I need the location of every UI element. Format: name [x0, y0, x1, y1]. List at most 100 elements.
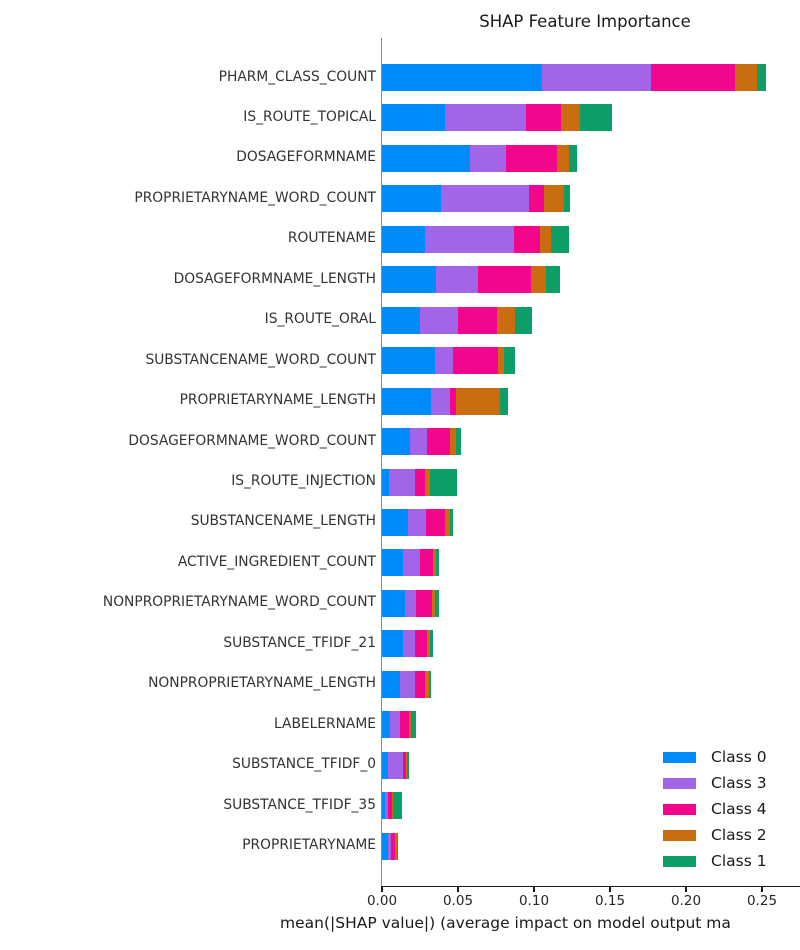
bar-segment-class-2 [561, 104, 580, 132]
bar-segment-class-3 [419, 306, 458, 334]
bar-segment-class-1 [397, 832, 399, 860]
legend-entry: Class 0 [663, 744, 767, 770]
bar-segment-class-4 [651, 64, 735, 91]
bar-segment-class-0 [382, 185, 442, 213]
bar-segment-class-2 [497, 347, 504, 375]
bar-segment-class-2 [395, 832, 398, 860]
bar-segment-class-2 [406, 751, 407, 779]
bar-segment-class-1 [550, 225, 570, 253]
bar-segment-class-3 [541, 64, 652, 91]
legend-label: Class 0 [711, 748, 767, 766]
bar-segment-class-1 [436, 549, 440, 577]
bar-segment-class-0 [382, 428, 411, 456]
bar-segment-class-3 [387, 751, 403, 779]
category-label: NONPROPRIETARYNAME_WORD_COUNT [102, 594, 376, 611]
legend-swatch [663, 829, 696, 841]
bar-segment-class-2 [424, 670, 429, 698]
category-label: PHARM_CLASS_COUNT [218, 68, 376, 85]
stacked-bar [382, 670, 431, 698]
x-tick [381, 887, 383, 892]
bar-segment-class-2 [543, 185, 565, 213]
legend-label: Class 4 [711, 800, 767, 818]
bar-segment-class-4 [452, 347, 498, 375]
bar-segment-class-0 [382, 104, 446, 132]
stacked-bar [382, 347, 516, 375]
x-axis-line [381, 886, 800, 888]
bar-segment-class-4 [390, 832, 396, 860]
legend-label: Class 1 [711, 852, 767, 870]
category-label: SUBSTANCE_TFIDF_21 [223, 634, 376, 651]
bar-segment-class-0 [382, 589, 405, 617]
chart-title: SHAP Feature Importance [479, 12, 691, 31]
bar-segment-class-2 [409, 711, 411, 739]
category-label: ROUTENAME [287, 230, 376, 247]
x-tick-label: 0.00 [366, 893, 398, 909]
bar-segment-class-2 [426, 630, 430, 658]
x-tick-label: 0.15 [594, 893, 626, 909]
stacked-bar [382, 185, 570, 213]
stacked-bar [382, 468, 457, 496]
bar-segment-class-1 [411, 711, 417, 739]
stacked-bar [382, 225, 570, 253]
bar-segment-class-4 [419, 549, 433, 577]
bar-segment-class-0 [382, 630, 403, 658]
bar-segment-class-2 [444, 508, 450, 536]
bar-segment-class-4 [388, 792, 393, 820]
legend-swatch [663, 751, 696, 763]
category-label: DOSAGEFORMNAME_LENGTH [173, 270, 376, 287]
bar-segment-class-4 [526, 104, 562, 132]
bar-segment-class-3 [436, 266, 478, 294]
stacked-bar [382, 589, 439, 617]
bar-segment-class-1 [430, 468, 457, 496]
bar-segment-class-3 [430, 387, 450, 415]
bar-segment-class-0 [382, 266, 437, 294]
bar-segment-class-1 [434, 589, 439, 617]
bar-segment-class-1 [579, 104, 613, 132]
legend-label: Class 3 [711, 774, 767, 792]
category-label: IS_ROUTE_TOPICAL [243, 108, 376, 125]
bar-segment-class-0 [382, 549, 403, 577]
x-tick-label: 0.10 [518, 893, 550, 909]
x-tick [761, 887, 763, 892]
bar-segment-class-2 [424, 468, 431, 496]
bar-segment-class-0 [382, 387, 431, 415]
bar-segment-class-4 [529, 185, 544, 213]
bar-segment-class-3 [385, 792, 389, 820]
bar-segment-class-3 [410, 428, 427, 456]
bar-segment-class-4 [414, 670, 425, 698]
bar-segment-class-1 [564, 185, 570, 213]
bar-segment-class-3 [445, 104, 527, 132]
bar-segment-class-3 [389, 711, 401, 739]
stacked-bar [382, 792, 402, 820]
bar-segment-class-1 [456, 428, 462, 456]
bar-segment-class-1 [429, 630, 434, 658]
bar-segment-class-4 [426, 428, 451, 456]
x-axis-label: mean(|SHAP value|) (average impact on mo… [280, 914, 731, 932]
stacked-bar [382, 144, 578, 172]
bar-segment-class-3 [402, 549, 420, 577]
category-label: SUBSTANCENAME_LENGTH [190, 513, 376, 530]
bar-segment-class-2 [432, 549, 437, 577]
bar-segment-class-0 [382, 306, 420, 334]
category-label: NONPROPRIETARYNAME_LENGTH [148, 675, 376, 692]
bar-segment-class-1 [568, 144, 578, 172]
bar-segment-class-4 [414, 468, 425, 496]
category-label: PROPRIETARYNAME [242, 837, 376, 854]
bar-segment-class-0 [382, 832, 388, 860]
bar-segment-class-2 [734, 64, 757, 91]
stacked-bar [382, 508, 454, 536]
bar-segment-class-0 [382, 670, 400, 698]
category-label: PROPRIETARYNAME_WORD_COUNT [134, 189, 376, 206]
stacked-bar [382, 387, 508, 415]
bar-segment-class-2 [540, 225, 551, 253]
bar-segment-class-1 [428, 670, 431, 698]
bar-segment-class-4 [426, 508, 445, 536]
x-tick [533, 887, 535, 892]
category-label: DOSAGEFORMNAME [236, 149, 376, 166]
x-tick-label: 0.25 [746, 893, 778, 909]
bar-segment-class-3 [404, 589, 417, 617]
bar-segment-class-4 [449, 387, 457, 415]
bar-segment-class-2 [431, 589, 435, 617]
bar-segment-class-0 [382, 468, 389, 496]
